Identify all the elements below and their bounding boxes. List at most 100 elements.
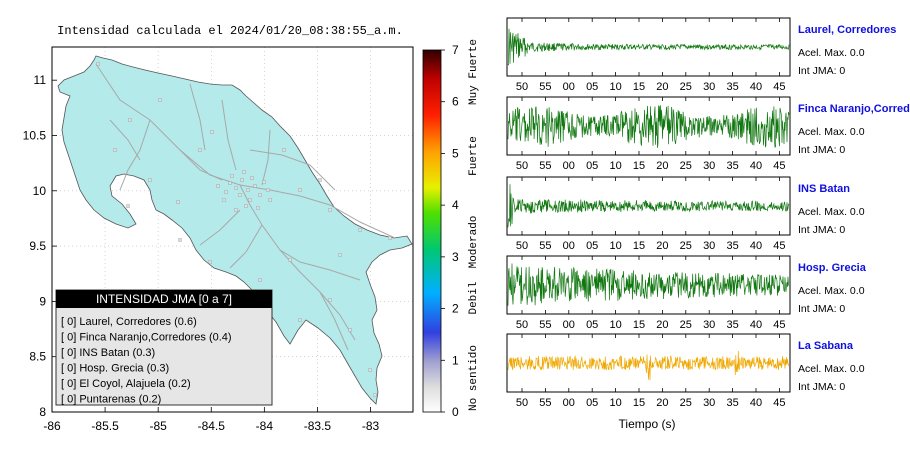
colorbar-tick-label: 2 <box>452 302 459 316</box>
waveform-tick-label: 30 <box>703 319 715 331</box>
legend-item: [ 0] Laurel, Corredores (0.6) <box>61 316 197 328</box>
costa-rica-land <box>57 55 413 405</box>
waveform-tick-label: 35 <box>726 81 738 93</box>
station-marker <box>268 198 272 202</box>
station-marker <box>244 204 248 208</box>
colorbar-tick-label: 1 <box>452 353 459 367</box>
road-line <box>261 129 271 186</box>
map-x-tick-label: -83.5 <box>304 419 332 433</box>
station-marker <box>253 184 257 188</box>
station-marker <box>328 298 332 302</box>
waveform-tick-label: 25 <box>680 397 692 409</box>
colorbar-level-label: No sentido <box>468 345 480 411</box>
waveform-tick-label: 25 <box>680 81 692 93</box>
station-marker <box>113 148 117 152</box>
road-line <box>229 224 263 269</box>
waveform-tick-label: 05 <box>586 160 598 172</box>
waveform-tick-label: 25 <box>680 160 692 172</box>
waveform-tick-label: 55 <box>539 240 551 252</box>
colorbar-level-label: Muy Fuerte <box>468 39 480 105</box>
map-x-tick-label: -86 <box>43 419 61 433</box>
station-marker <box>126 204 130 208</box>
map-y-tick-label: 10 <box>33 184 47 198</box>
station-jma-intensity: Int JMA: 0 <box>798 224 845 236</box>
waveform-panels: 50 55 00 05 10 15 20 25 30 35 40 45 Laurel, Corredor… <box>506 17 910 409</box>
road-network <box>95 63 396 351</box>
station-marker <box>282 148 286 152</box>
waveform-tick-label: 40 <box>750 397 762 409</box>
waveform-tick-label: 20 <box>656 240 668 252</box>
road-line <box>279 249 361 281</box>
colorbar-tick-label: 4 <box>452 198 459 212</box>
map-title: Intensidad calculada el 2024/01/20_08:38… <box>57 24 403 38</box>
waveform-tick-label: 20 <box>656 319 668 331</box>
station-marker <box>240 178 244 182</box>
map-y-tick-label: 10.5 <box>23 128 47 142</box>
map-x-tick-label: -83 <box>362 419 380 433</box>
colorbar-tick-label: 7 <box>452 43 459 57</box>
road-line <box>299 195 396 239</box>
station-marker <box>388 236 392 240</box>
station-max-accel: Acel. Max. 0.0 <box>798 126 865 138</box>
station-marker <box>228 181 232 185</box>
waveform-tick-label: 00 <box>563 240 575 252</box>
colorbar-level-label: Moderado <box>468 216 480 269</box>
waveform-tick-label: 05 <box>586 397 598 409</box>
legend-item: [ 0] Hosp. Grecia (0.3) <box>61 363 169 375</box>
station-marker <box>246 188 250 192</box>
waveform-tick-label: 20 <box>656 160 668 172</box>
waveform-tick-label: 15 <box>633 81 645 93</box>
map-y-tick-label: 8.5 <box>29 350 46 364</box>
waveform-tick-label: 30 <box>703 397 715 409</box>
station-max-accel: Acel. Max. 0.0 <box>798 47 865 59</box>
waveform-tick-label: 50 <box>516 240 528 252</box>
waveform-tick-label: 15 <box>633 397 645 409</box>
station-markers <box>96 62 392 397</box>
waveform-tick-label: 20 <box>656 81 668 93</box>
map-x-tick-label: -84 <box>256 419 274 433</box>
station-marker <box>266 188 270 192</box>
waveform-trace <box>507 105 790 148</box>
road-line <box>199 209 241 246</box>
waveform-tick-label: 45 <box>773 397 785 409</box>
waveform-tick-label: 10 <box>609 240 621 252</box>
map-y-tick-label: 9 <box>39 294 46 308</box>
map-panel: -86 -85.5 -85 -84.5 -84 -83.5 -83 11 10.5 10 9.5 9… <box>23 46 414 433</box>
station-marker <box>158 98 162 102</box>
station-marker <box>96 62 100 66</box>
colorbar-ticks: 7 6 5 4 3 2 1 0 <box>441 43 459 419</box>
colorbar: 7 6 5 4 3 2 1 0 Muy Fuerte Fuerte Moderado Debil No… <box>422 39 480 419</box>
waveform-frame <box>506 255 791 315</box>
station-name: Finca Naranjo,Corredores <box>798 103 910 115</box>
colorbar-level-label: Debil <box>468 281 480 314</box>
waveform-panel: 50 55 00 05 10 15 20 25 30 35 40 45 Laurel, Corredor… <box>506 17 896 93</box>
waveform-tick-label: 55 <box>539 397 551 409</box>
road-line <box>189 83 206 151</box>
road-line <box>95 63 301 197</box>
waveform-tick-label: 45 <box>773 240 785 252</box>
road-line <box>319 291 349 351</box>
map-x-tick-label: -85 <box>150 419 168 433</box>
station-marker <box>178 238 182 242</box>
waveform-tick-label: 40 <box>750 240 762 252</box>
station-marker <box>338 253 342 257</box>
station-marker <box>176 200 180 204</box>
station-marker <box>250 176 254 180</box>
station-name: INS Batan <box>798 183 850 195</box>
waveform-tick-label: 10 <box>609 160 621 172</box>
waveform-tick-label: 05 <box>586 319 598 331</box>
colorbar-tick-label: 3 <box>452 250 459 264</box>
colorbar-level-label: Fuerte <box>468 136 480 176</box>
station-marker <box>358 228 362 232</box>
colorbar-tick-label: 5 <box>452 146 459 160</box>
map-x-axis: -86 -85.5 -85 -84.5 -84 -83.5 -83 <box>43 407 380 433</box>
waveform-tick-label: 25 <box>680 319 692 331</box>
waveform-trace <box>507 184 790 228</box>
waveform-tick-label: 50 <box>516 319 528 331</box>
waveform-tick-label: 35 <box>726 240 738 252</box>
station-marker <box>328 208 332 212</box>
station-marker <box>238 193 242 197</box>
waveform-trace <box>507 350 789 381</box>
waveform-tick-label: 00 <box>563 160 575 172</box>
map-y-tick-label: 11 <box>34 73 47 87</box>
